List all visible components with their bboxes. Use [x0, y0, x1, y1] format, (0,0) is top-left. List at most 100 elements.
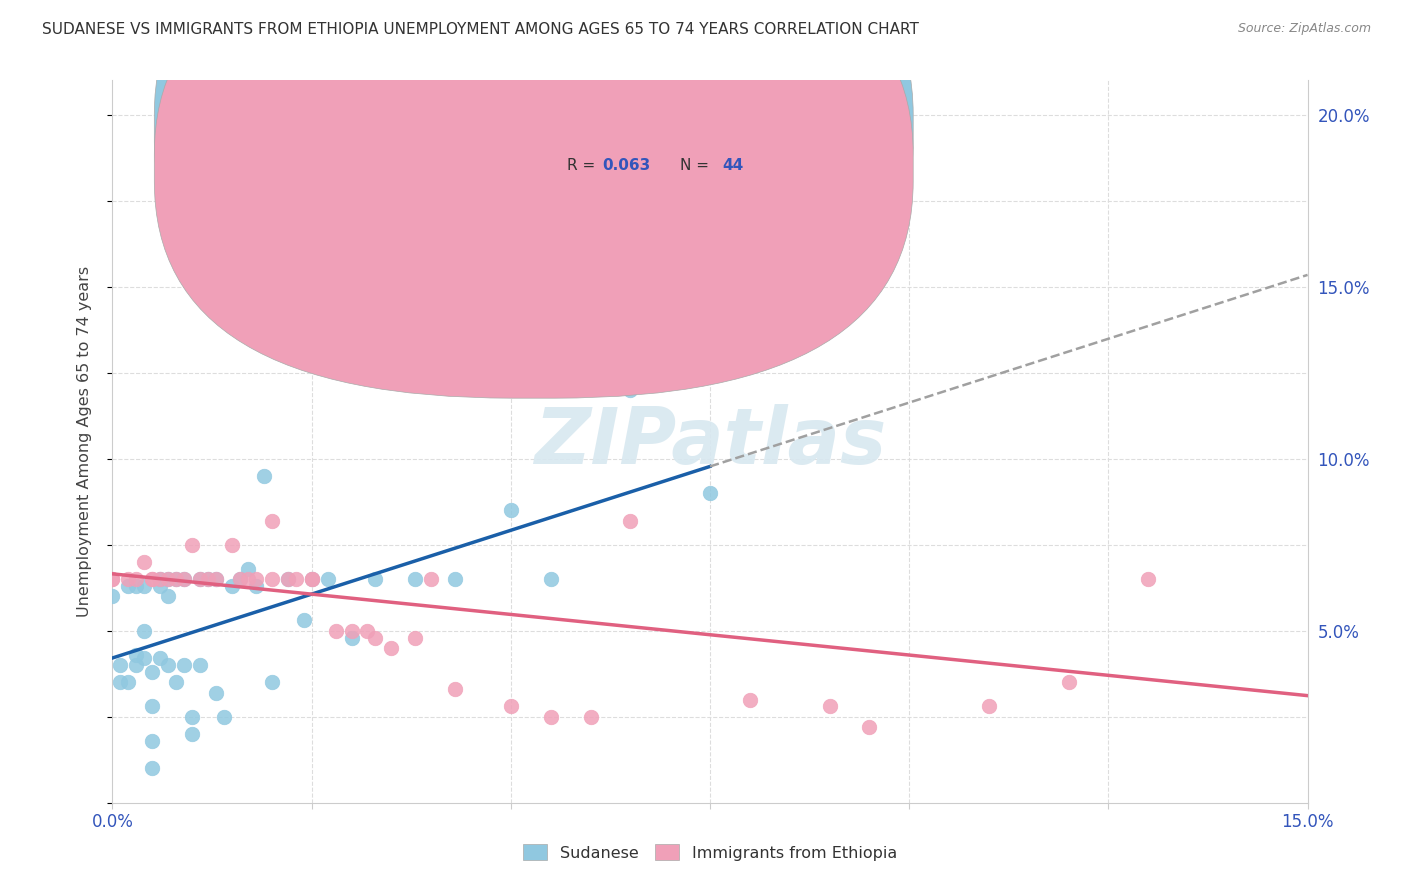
Text: R =: R =: [567, 119, 600, 133]
Text: N =: N =: [681, 158, 714, 173]
Point: [284, 572, 307, 586]
Point: [134, 651, 156, 665]
Point: [165, 572, 187, 586]
Point: [619, 514, 641, 528]
Point: [117, 572, 139, 586]
Text: ZIPatlas: ZIPatlas: [534, 403, 886, 480]
Legend: Sudanese, Immigrants from Ethiopia: Sudanese, Immigrants from Ethiopia: [517, 838, 903, 867]
Point: [197, 572, 219, 586]
Point: [1057, 675, 1080, 690]
Point: [301, 572, 323, 586]
Point: [141, 572, 163, 586]
Point: [173, 572, 195, 586]
Point: [110, 675, 132, 690]
Point: [301, 572, 323, 586]
Point: [181, 538, 204, 552]
Point: [205, 686, 228, 700]
Point: [277, 572, 299, 586]
Point: [117, 579, 139, 593]
Point: [188, 572, 211, 586]
Point: [173, 658, 195, 673]
Point: [212, 710, 235, 724]
Point: [101, 590, 124, 604]
Point: [165, 572, 187, 586]
Point: [253, 469, 276, 483]
Point: [236, 572, 259, 586]
Point: [181, 727, 204, 741]
Point: [579, 710, 602, 724]
Text: N =: N =: [681, 119, 714, 133]
Point: [205, 572, 228, 586]
Point: [444, 572, 467, 586]
Point: [619, 383, 641, 397]
Point: [134, 624, 156, 638]
Point: [356, 624, 378, 638]
Point: [125, 572, 148, 586]
Point: [540, 572, 562, 586]
Point: [141, 665, 163, 679]
Point: [149, 579, 172, 593]
Point: [205, 572, 228, 586]
Text: SUDANESE VS IMMIGRANTS FROM ETHIOPIA UNEMPLOYMENT AMONG AGES 65 TO 74 YEARS CORR: SUDANESE VS IMMIGRANTS FROM ETHIOPIA UNE…: [42, 22, 920, 37]
Point: [818, 699, 841, 714]
Point: [325, 624, 347, 638]
Y-axis label: Unemployment Among Ages 65 to 74 years: Unemployment Among Ages 65 to 74 years: [77, 266, 91, 617]
Point: [141, 572, 163, 586]
Point: [236, 562, 259, 576]
Point: [404, 572, 426, 586]
Point: [364, 572, 387, 586]
Point: [260, 675, 283, 690]
Text: 44: 44: [723, 158, 744, 173]
Point: [1137, 572, 1160, 586]
Point: [125, 658, 148, 673]
Point: [380, 640, 402, 655]
Point: [117, 675, 139, 690]
Point: [301, 572, 323, 586]
Point: [157, 658, 180, 673]
Point: [699, 486, 721, 500]
Point: [260, 514, 283, 528]
Point: [188, 572, 211, 586]
Text: R =: R =: [567, 158, 600, 173]
Point: [101, 572, 124, 586]
Point: [245, 572, 267, 586]
Point: [101, 572, 124, 586]
Point: [188, 658, 211, 673]
Point: [221, 538, 243, 552]
Text: 51: 51: [723, 119, 744, 133]
Point: [110, 658, 132, 673]
Text: Source: ZipAtlas.com: Source: ZipAtlas.com: [1237, 22, 1371, 36]
Point: [364, 631, 387, 645]
Text: 0.063: 0.063: [603, 158, 651, 173]
Point: [977, 699, 1000, 714]
Point: [292, 614, 315, 628]
Point: [141, 699, 163, 714]
Point: [659, 279, 682, 293]
Point: [858, 720, 880, 734]
Point: [221, 579, 243, 593]
Point: [157, 572, 180, 586]
Point: [149, 651, 172, 665]
Point: [149, 572, 172, 586]
Point: [229, 572, 252, 586]
Point: [134, 555, 156, 569]
Point: [499, 699, 522, 714]
Point: [499, 503, 522, 517]
Point: [181, 710, 204, 724]
Point: [540, 710, 562, 724]
Point: [340, 624, 363, 638]
Point: [340, 631, 363, 645]
Point: [277, 572, 299, 586]
Point: [444, 682, 467, 697]
Point: [173, 572, 195, 586]
Point: [141, 761, 163, 775]
FancyBboxPatch shape: [489, 95, 824, 203]
Point: [165, 675, 187, 690]
FancyBboxPatch shape: [155, 0, 914, 398]
Point: [738, 692, 761, 706]
Point: [404, 631, 426, 645]
Point: [316, 572, 339, 586]
Text: 0.239: 0.239: [603, 119, 651, 133]
Point: [229, 572, 252, 586]
Point: [125, 648, 148, 662]
